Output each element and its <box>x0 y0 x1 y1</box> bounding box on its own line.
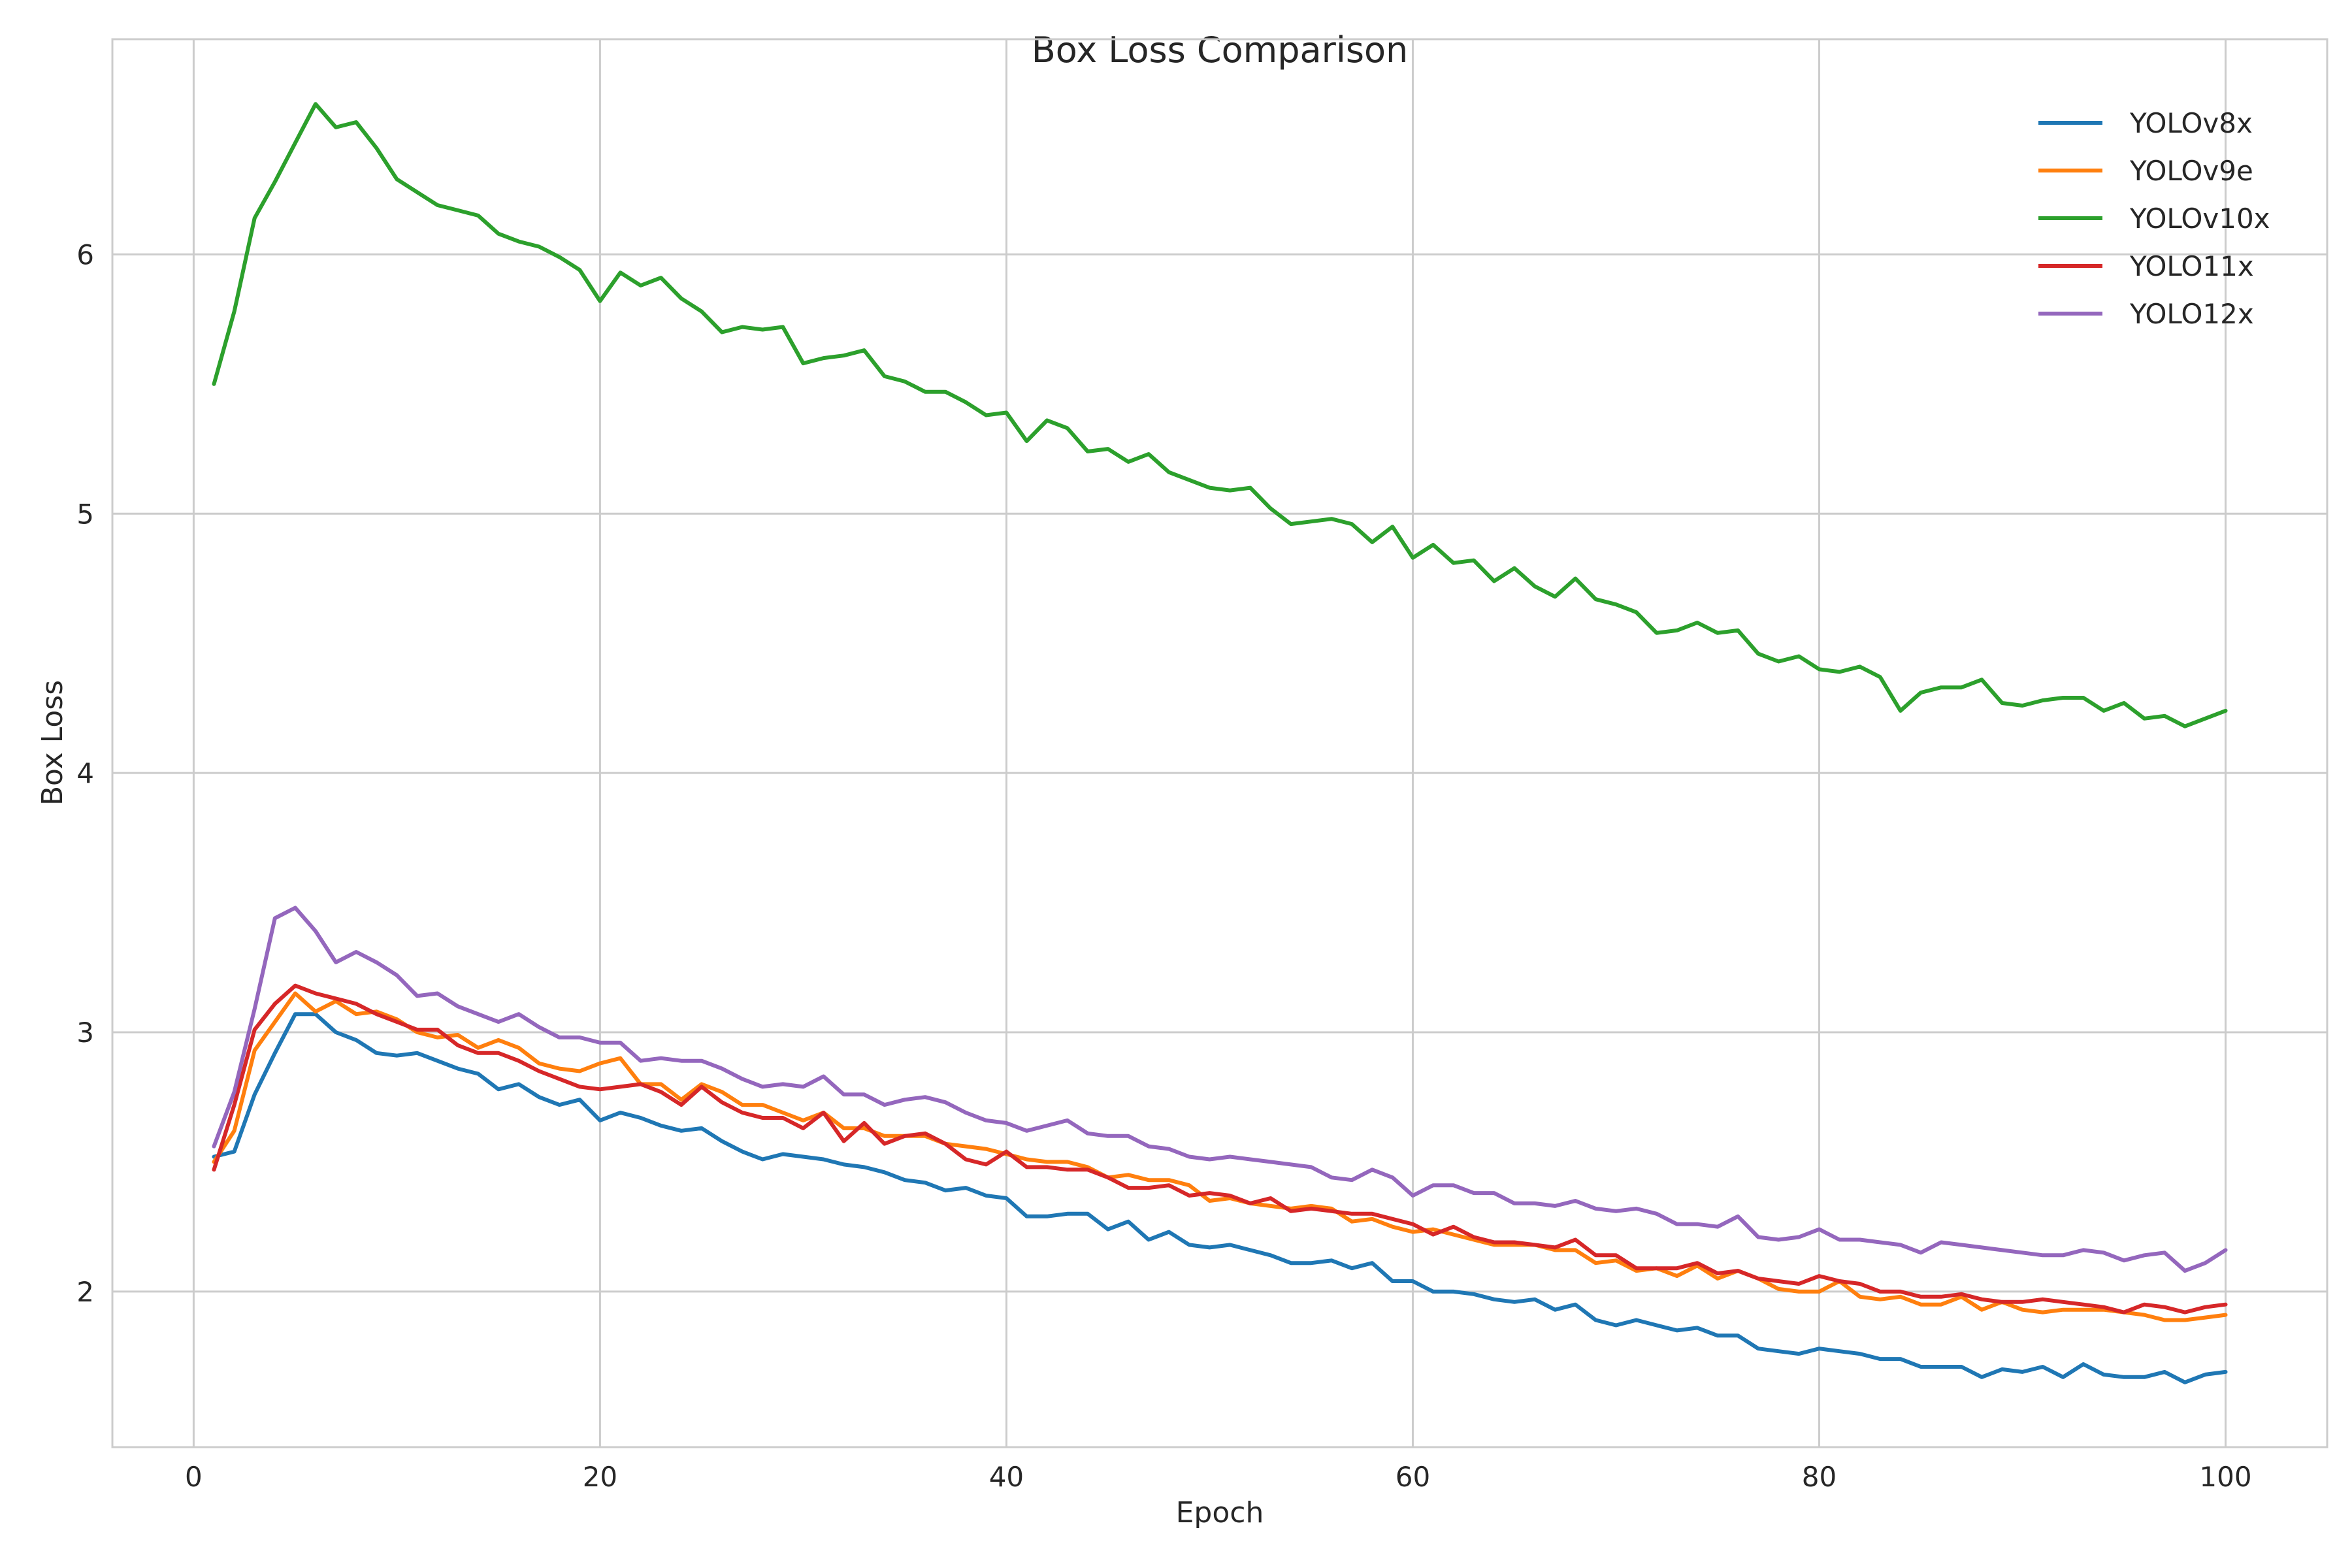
series-line-1 <box>212 991 2228 1322</box>
x-tick-label: 40 <box>989 1461 1024 1493</box>
y-axis-ticks: 2 3 4 5 6 <box>76 238 94 1307</box>
legend-label: YOLOv8x <box>2129 107 2253 139</box>
x-tick-label: 20 <box>583 1461 617 1493</box>
legend-label: YOLO12x <box>2129 298 2254 330</box>
y-tick-label: 4 <box>76 757 94 789</box>
chart-title: Box Loss Comparison <box>1032 29 1408 71</box>
legend-label: YOLOv10x <box>2129 203 2270 235</box>
y-tick-label: 2 <box>76 1276 94 1308</box>
y-axis-label: Box Loss <box>36 680 69 806</box>
legend: YOLOv8x YOLOv9e YOLOv10x YOLO11x YOLO12x <box>2038 107 2270 330</box>
series-lines <box>212 102 2228 1384</box>
x-tick-label: 100 <box>2199 1461 2251 1493</box>
series-line-2 <box>212 102 2228 728</box>
y-tick-label: 5 <box>76 498 94 530</box>
grid-lines <box>112 39 2327 1447</box>
series-line-0 <box>212 1012 2228 1384</box>
x-axis-label: Epoch <box>1176 1496 1264 1529</box>
legend-label: YOLO11x <box>2129 250 2254 282</box>
legend-label: YOLOv9e <box>2129 155 2253 187</box>
y-tick-label: 6 <box>76 238 94 270</box>
y-tick-label: 3 <box>76 1017 94 1049</box>
x-tick-label: 80 <box>1802 1461 1837 1493</box>
x-tick-label: 0 <box>185 1461 203 1493</box>
x-axis-ticks: 0 20 40 60 80 100 <box>185 1461 2252 1493</box>
series-line-3 <box>212 983 2228 1315</box>
plot-frame <box>111 38 2328 1448</box>
series-line-4 <box>212 906 2228 1273</box>
x-tick-label: 60 <box>1396 1461 1430 1493</box>
